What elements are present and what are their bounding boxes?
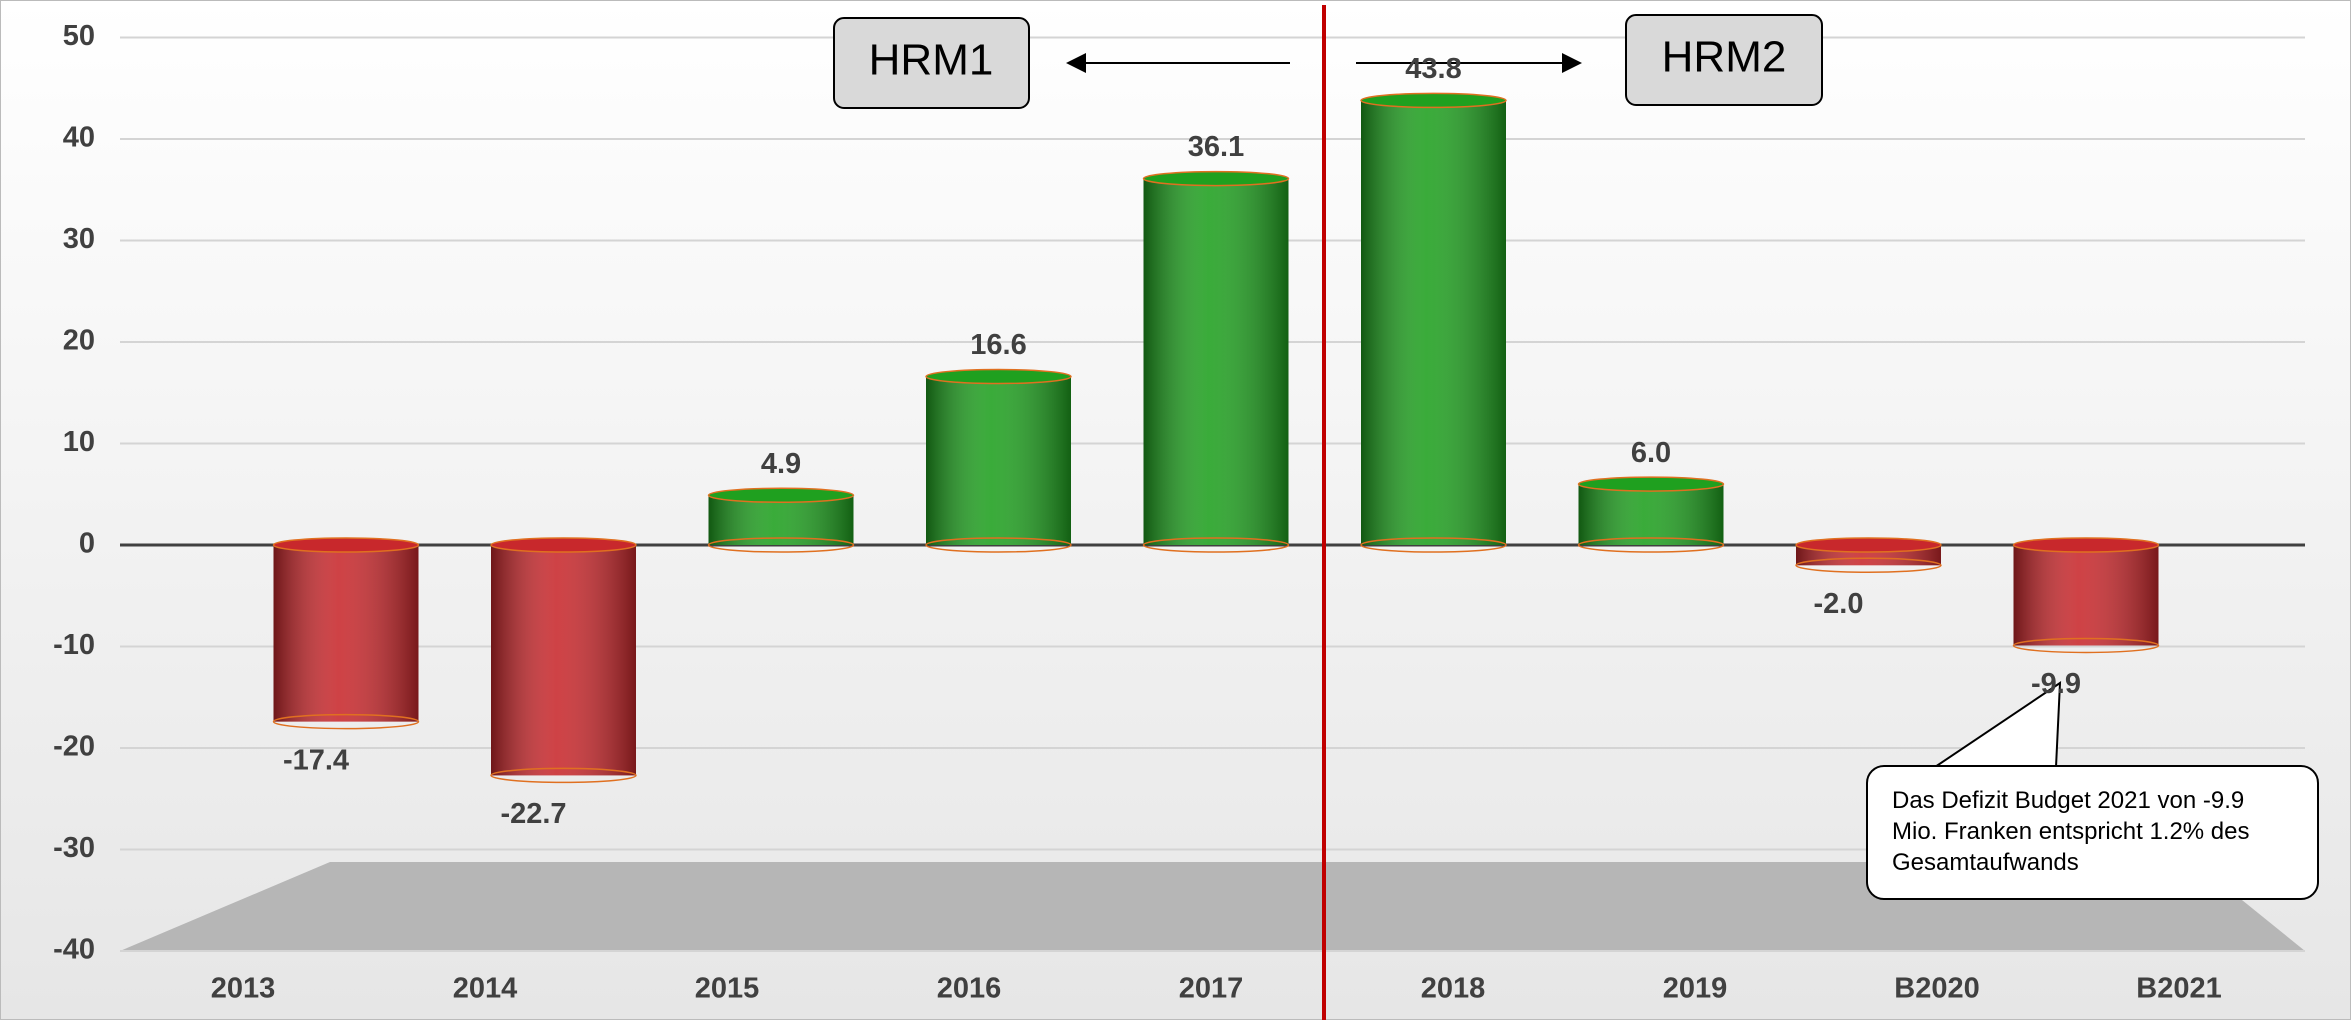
- bar-base: [490, 767, 637, 784]
- value-label: 43.8: [1405, 53, 1461, 85]
- x-tick-label: 2017: [1179, 973, 1244, 1005]
- bar-cap: [2012, 537, 2160, 553]
- y-tick-label: 0: [79, 528, 95, 560]
- bar-shade: [1143, 178, 1289, 545]
- y-tick-label: 40: [63, 122, 95, 154]
- period-label: HRM1: [869, 36, 994, 85]
- value-label: -2.0: [1814, 588, 1864, 620]
- bar-shade: [1578, 484, 1724, 545]
- y-tick-label: -40: [53, 934, 95, 966]
- y-tick-label: 30: [63, 223, 95, 255]
- bar-shade: [2013, 545, 2159, 646]
- callout-note: Das Defizit Budget 2021 von -9.9 Mio. Fr…: [1866, 765, 2319, 900]
- value-label: 4.9: [761, 448, 801, 480]
- x-tick-label: B2021: [2136, 973, 2221, 1005]
- y-tick-label: -10: [53, 629, 95, 661]
- x-tick-label: 2014: [453, 973, 518, 1005]
- bar-base: [1142, 537, 1290, 553]
- y-tick-label: 20: [63, 325, 95, 357]
- bar-base: [925, 537, 1072, 553]
- x-tick-label: 2018: [1421, 973, 1486, 1005]
- floor: [120, 862, 2305, 951]
- bar-cap: [1360, 92, 1507, 109]
- y-tick-label: 10: [63, 426, 95, 458]
- bar-base: [1795, 557, 1942, 574]
- bar-cap: [490, 537, 637, 553]
- bar-cap: [925, 368, 1072, 385]
- bar-shade: [926, 376, 1071, 545]
- bar-shade: [491, 545, 636, 776]
- bar-base: [272, 713, 420, 730]
- x-tick-label: 2013: [211, 973, 276, 1005]
- value-label: 36.1: [1188, 131, 1244, 163]
- bar-base: [707, 537, 855, 553]
- value-label: -17.4: [283, 744, 349, 776]
- period-label: HRM2: [1662, 33, 1787, 82]
- value-label: 16.6: [970, 329, 1026, 361]
- value-label: -22.7: [500, 798, 566, 830]
- bar-cap: [1795, 537, 1942, 553]
- bar-cap: [272, 537, 420, 553]
- bar-shade: [273, 545, 419, 722]
- x-tick-label: 2019: [1663, 973, 1728, 1005]
- bar-cap: [707, 487, 855, 504]
- bar-base: [2012, 637, 2160, 654]
- period-box: [1625, 14, 1823, 106]
- value-label: 6.0: [1631, 437, 1671, 469]
- bar-base: [1360, 537, 1507, 553]
- period-box: [833, 17, 1030, 109]
- y-tick-label: -20: [53, 731, 95, 763]
- value-label: -9.9: [2031, 668, 2081, 700]
- bar-base: [1577, 537, 1725, 553]
- y-tick-label: 50: [63, 20, 95, 52]
- y-tick-label: -30: [53, 832, 95, 864]
- bar-cap: [1577, 476, 1725, 492]
- bar-shade: [1361, 100, 1506, 546]
- x-tick-label: 2015: [695, 973, 760, 1005]
- x-tick-label: 2016: [937, 973, 1002, 1005]
- bar-shade: [708, 495, 854, 545]
- bar-cap: [1142, 170, 1290, 187]
- x-tick-label: B2020: [1894, 973, 1979, 1005]
